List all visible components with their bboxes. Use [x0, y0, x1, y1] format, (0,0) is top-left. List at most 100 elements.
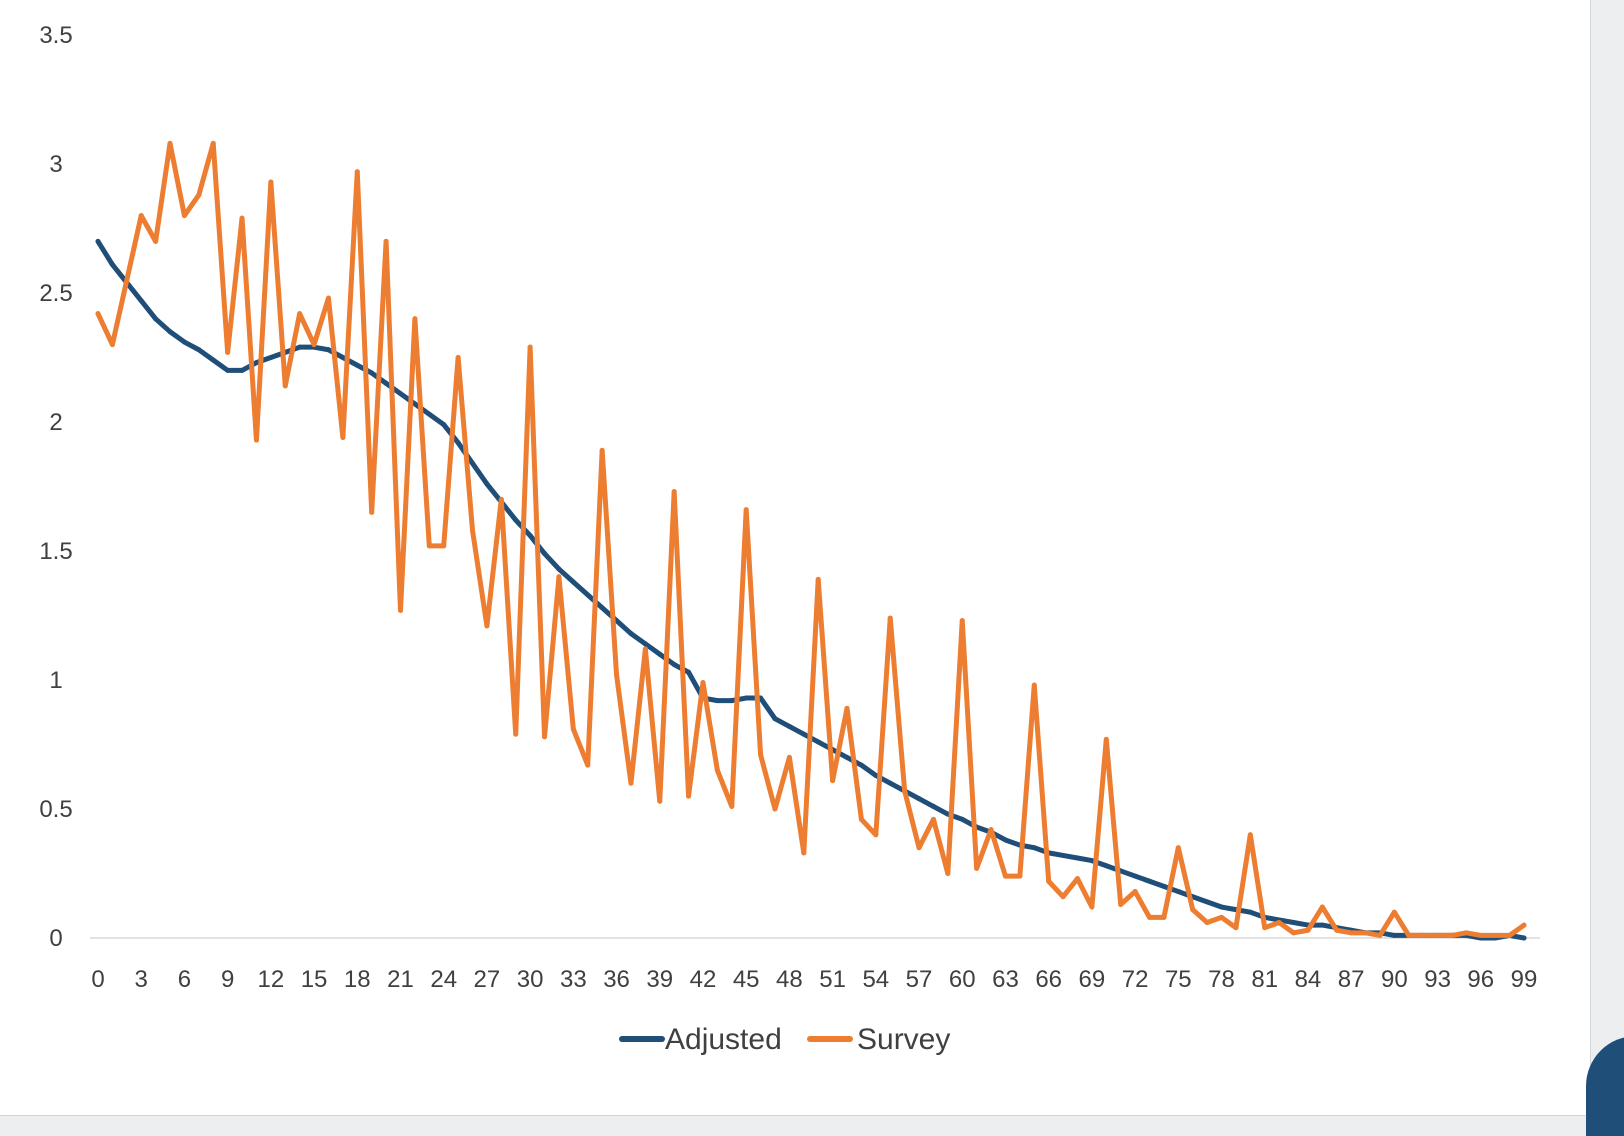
- x-tick-label: 63: [992, 966, 1019, 993]
- data-point: [426, 411, 432, 417]
- data-point: [729, 803, 735, 809]
- data-point: [513, 731, 519, 737]
- x-tick-label: 6: [178, 966, 191, 993]
- data-point: [815, 576, 821, 582]
- data-point: [1262, 925, 1268, 931]
- x-tick-label: 87: [1338, 966, 1365, 993]
- data-point: [714, 767, 720, 773]
- data-point: [484, 481, 490, 487]
- legend: Adjusted Survey: [619, 1023, 950, 1056]
- data-point: [714, 698, 720, 704]
- x-tick-label: 12: [257, 966, 284, 993]
- y-tick-label: 2.5: [39, 280, 72, 307]
- legend-item-survey: Survey: [807, 1023, 950, 1056]
- data-point: [686, 669, 692, 675]
- data-point: [1334, 927, 1340, 933]
- data-point: [945, 871, 951, 876]
- x-tick-label: 96: [1467, 966, 1494, 993]
- data-point: [1132, 889, 1138, 895]
- x-tick-label: 84: [1295, 966, 1322, 993]
- data-point: [959, 618, 965, 624]
- data-point: [153, 316, 159, 322]
- data-point: [1146, 878, 1152, 884]
- data-point: [95, 311, 101, 317]
- data-point: [542, 734, 548, 740]
- data-point: [1521, 935, 1527, 941]
- data-point: [1435, 932, 1441, 938]
- data-point: [988, 827, 994, 833]
- data-point: [858, 816, 864, 822]
- data-point: [412, 401, 418, 407]
- x-tick-label: 78: [1208, 966, 1235, 993]
- x-tick-label: 54: [862, 966, 889, 993]
- data-point: [225, 349, 231, 355]
- x-tick-label: 18: [344, 966, 371, 993]
- data-point: [1060, 894, 1066, 900]
- data-point: [974, 865, 980, 871]
- data-point: [109, 342, 115, 348]
- data-point: [1017, 873, 1023, 879]
- data-point: [758, 752, 764, 758]
- data-point: [369, 509, 375, 515]
- data-point: [844, 754, 850, 760]
- data-point: [210, 357, 216, 363]
- x-tick-label: 72: [1122, 966, 1149, 993]
- x-tick-label: 36: [603, 966, 630, 993]
- data-point: [527, 344, 533, 350]
- data-point: [657, 798, 663, 804]
- data-point: [340, 355, 346, 360]
- data-point: [1247, 832, 1253, 838]
- data-point: [1247, 909, 1253, 915]
- data-point: [95, 238, 101, 244]
- data-point: [1002, 873, 1008, 879]
- data-point: [1046, 878, 1052, 884]
- data-point: [253, 437, 259, 443]
- data-point: [1406, 932, 1412, 938]
- data-point: [1319, 904, 1325, 910]
- data-point: [1219, 904, 1225, 910]
- data-point: [570, 579, 576, 585]
- axis-layer: 00.511.522.533.50 3 6 9 12 15 18 21 24 27 30 33 36 39…: [39, 22, 1540, 993]
- data-point: [671, 662, 677, 668]
- x-tick-label: 81: [1251, 966, 1278, 993]
- data-point: [311, 342, 317, 348]
- x-tick-label: 51: [819, 966, 846, 993]
- data-point: [743, 695, 749, 701]
- data-point: [1219, 914, 1225, 920]
- data-point: [930, 803, 936, 809]
- data-point: [1031, 682, 1037, 688]
- data-point: [1146, 914, 1152, 920]
- x-tick-label: 15: [301, 966, 328, 993]
- legend-item-adjusted: Adjusted: [619, 1023, 782, 1056]
- data-point: [1449, 932, 1455, 938]
- data-point: [873, 772, 879, 778]
- data-point: [196, 347, 202, 353]
- y-tick-label: 3.5: [39, 22, 72, 49]
- data-point: [138, 298, 144, 304]
- data-point: [181, 213, 187, 219]
- data-point: [743, 507, 749, 513]
- corner-decoration: [1586, 1036, 1624, 1136]
- data-point: [297, 311, 303, 317]
- data-point: [1060, 852, 1066, 858]
- x-tick-label: 60: [949, 966, 976, 993]
- y-tick-label: 3: [49, 151, 62, 178]
- data-point: [282, 383, 288, 389]
- x-tick-label: 21: [387, 966, 414, 993]
- series-line-adjusted: [95, 238, 1527, 941]
- data-point: [642, 641, 648, 647]
- data-point: [772, 716, 778, 722]
- x-tick-label: 75: [1165, 966, 1192, 993]
- data-point: [1103, 736, 1109, 742]
- data-point: [1074, 855, 1080, 861]
- data-point: [930, 816, 936, 822]
- x-tick-label: 45: [733, 966, 760, 993]
- data-point: [815, 739, 821, 745]
- data-point: [1391, 932, 1397, 938]
- data-point: [772, 806, 778, 812]
- data-point: [1291, 920, 1297, 926]
- data-point: [1161, 914, 1167, 920]
- data-point: [1377, 932, 1383, 938]
- data-point: [585, 762, 591, 768]
- data-point: [470, 460, 476, 466]
